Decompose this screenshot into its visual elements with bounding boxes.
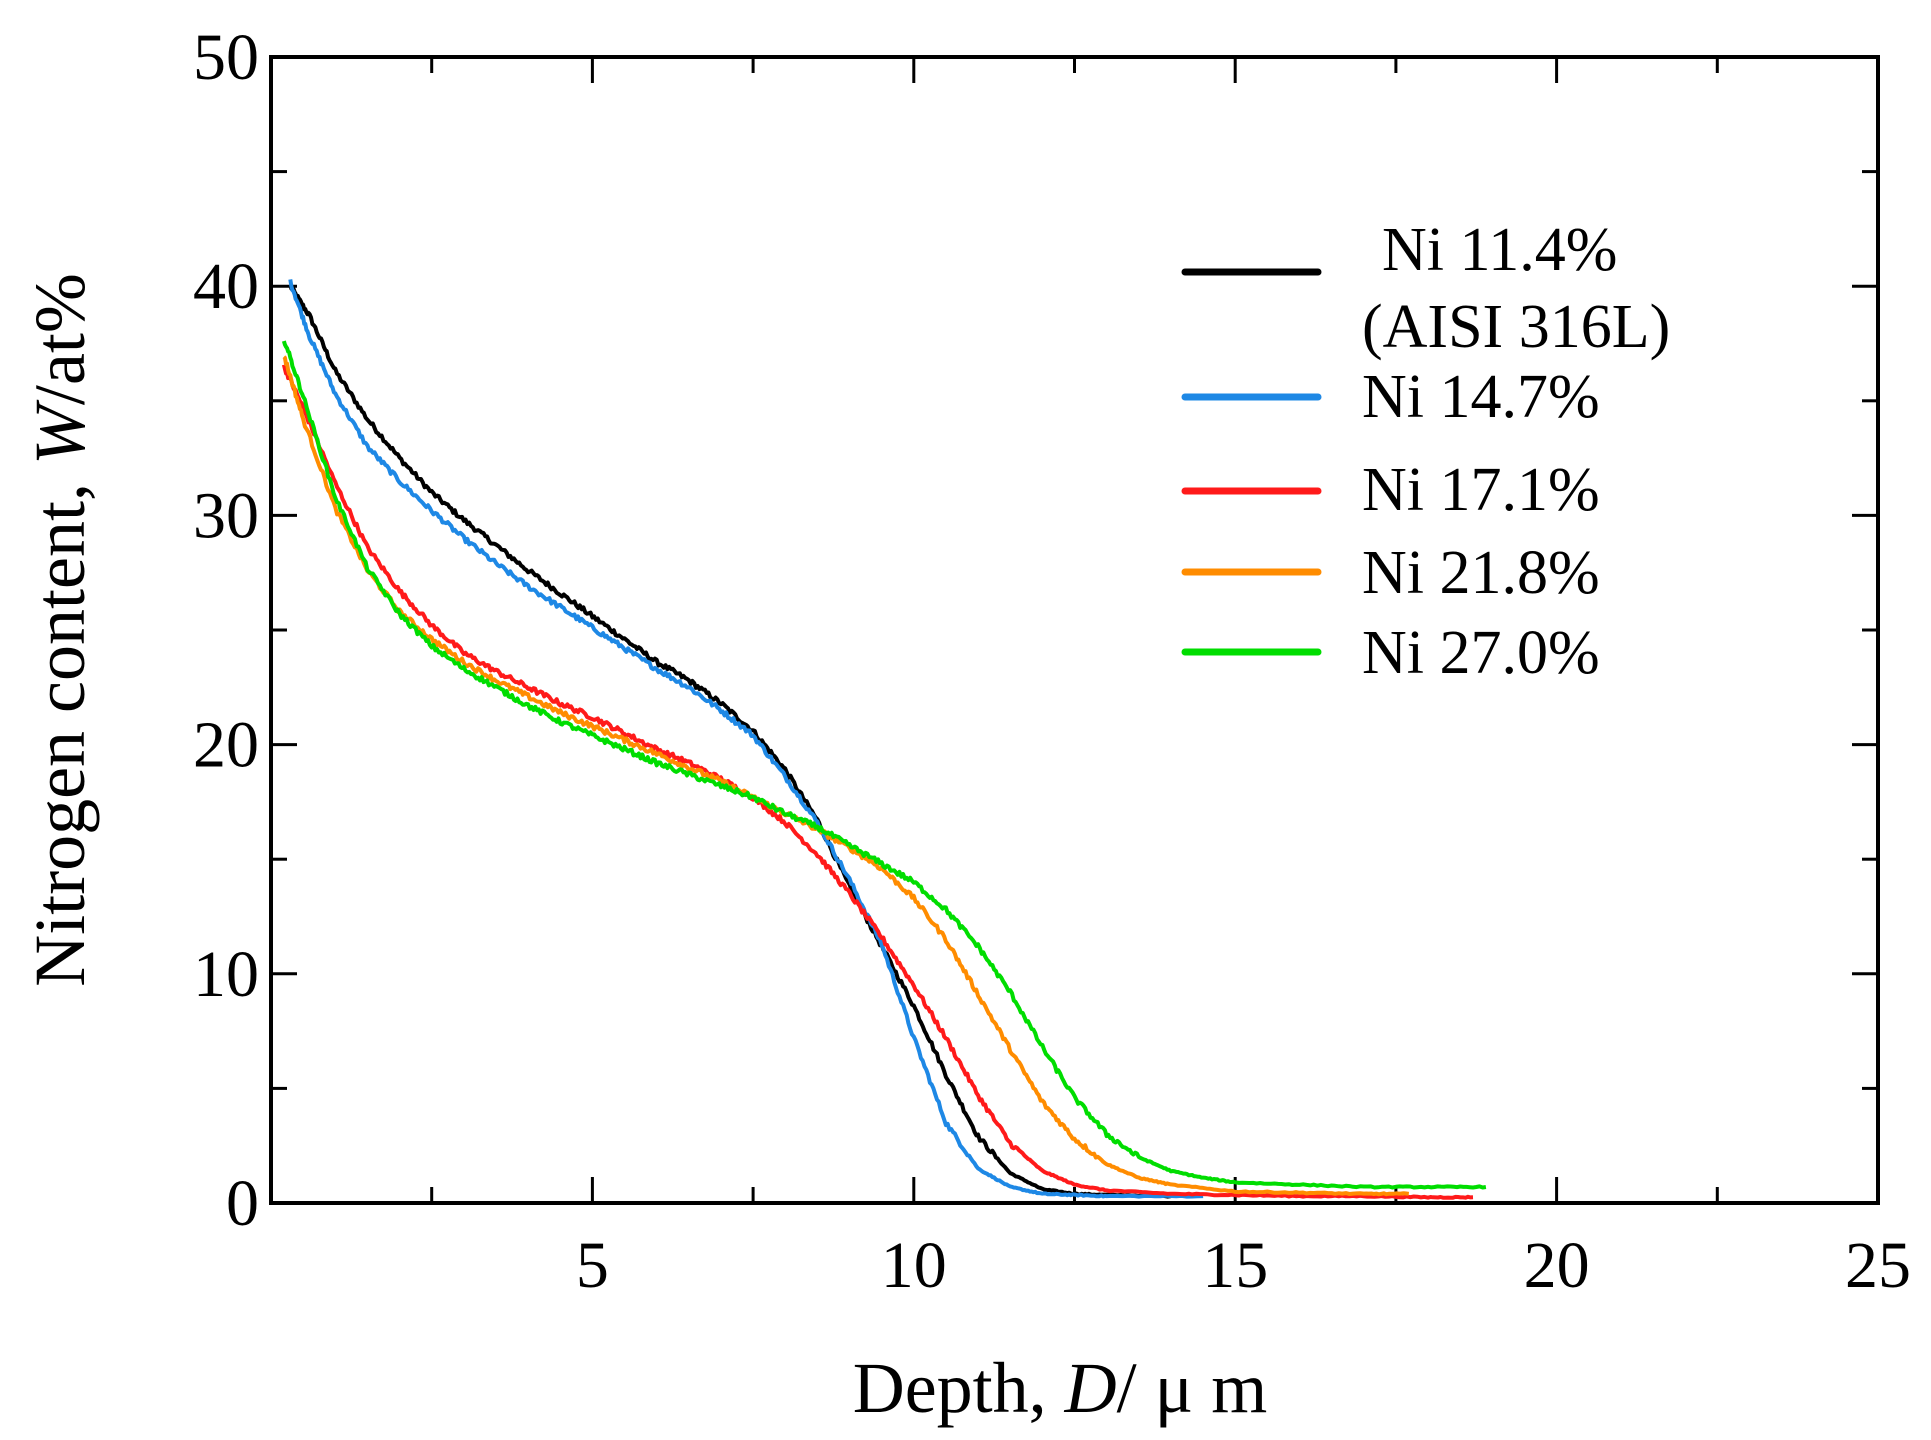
y-tick-label: 10 <box>193 938 259 1011</box>
y-axis-title: Nitrogen content, W/at% <box>20 273 100 987</box>
y-tick-label: 0 <box>226 1167 259 1240</box>
x-tick-label: 15 <box>1202 1229 1268 1302</box>
series-line-2 <box>288 279 1204 1199</box>
y-tick-label: 30 <box>193 479 259 552</box>
legend-label-1: Ni 11.4% <box>1382 216 1617 284</box>
plot-area-frame <box>269 55 1880 1205</box>
legend-label-3: Ni 17.1% <box>1362 456 1600 524</box>
series-line-5 <box>281 340 1487 1190</box>
x-tick-label: 5 <box>576 1229 609 1302</box>
legend-label-4: Ni 21.8% <box>1362 539 1600 607</box>
series-lines <box>281 279 1487 1200</box>
y-tick-label: 50 <box>193 21 259 94</box>
legend-label-2: Ni 14.7% <box>1362 363 1600 431</box>
legend-label-1-line2: (AISI 316L) <box>1362 293 1670 361</box>
x-tick-label: 25 <box>1845 1229 1911 1302</box>
y-tick-labels: 0 10 20 30 40 50 <box>193 21 259 1240</box>
x-tick-labels: 5 10 15 20 25 <box>576 1229 1911 1302</box>
legend: Ni 11.4% (AISI 316L)Ni 14.7% Ni 17.1% Ni 21… <box>1181 216 1670 687</box>
x-tick-label: 10 <box>881 1229 947 1302</box>
series-line-1 <box>288 284 1172 1199</box>
y-tick-label: 20 <box>193 709 259 782</box>
y-tick-label: 40 <box>193 250 259 323</box>
legend-label-5: Ni 27.0% <box>1362 619 1600 687</box>
x-axis-title: Depth, D/ μ m <box>853 1348 1268 1428</box>
x-tick-label: 20 <box>1524 1229 1590 1302</box>
series-line-3 <box>281 364 1474 1200</box>
